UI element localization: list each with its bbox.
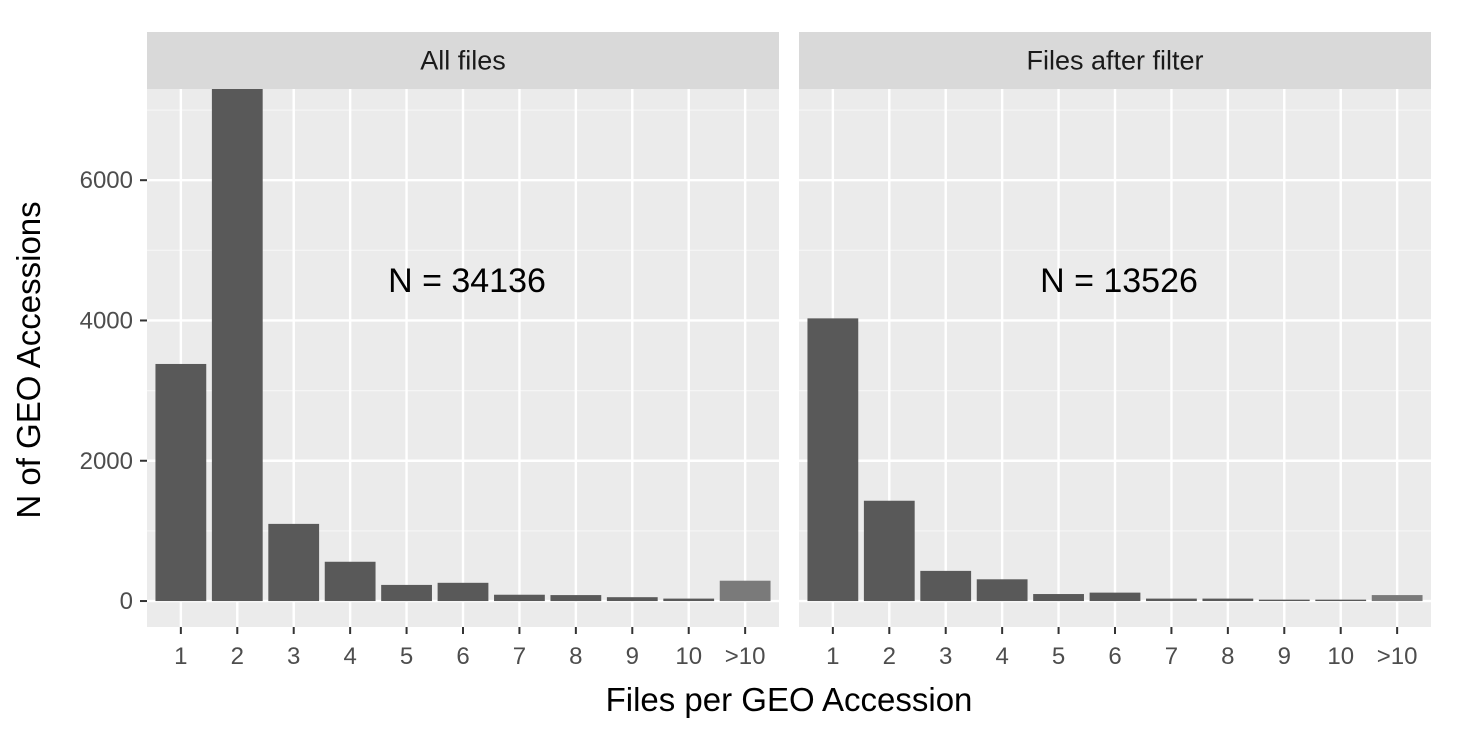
annotations: N = 34136 N = 13526 — [388, 262, 1198, 300]
bar-1-2 — [211, 77, 263, 602]
y-tick-label-2: 2000 — [80, 448, 133, 475]
x-tick-label-2-10: 10 — [1327, 643, 1354, 670]
y-tick-label-3: 4000 — [80, 307, 133, 334]
axes: 1 2 3 4 5 6 7 8 9 10 >10 1 2 3 4 5 6 7 8 9 10 >10 0 2000 4000 600… — [80, 167, 1418, 670]
annotation-n-1: N = 34136 — [388, 262, 546, 300]
bar-1-11 — [719, 580, 771, 602]
bar-2-2 — [863, 500, 915, 602]
x-tick-label-1-1: 1 — [174, 643, 187, 670]
annotation-n-2: N = 13526 — [1040, 262, 1198, 300]
y-tick-label-4: 6000 — [80, 167, 133, 194]
bar-1-10 — [663, 598, 715, 602]
x-tick-label-1-6: 6 — [456, 643, 469, 670]
bar-2-7 — [1146, 598, 1197, 602]
x-tick-label-2-4: 4 — [995, 643, 1008, 670]
facet-strip-label-2: Files after filter — [1026, 46, 1203, 76]
facet-strip-2 — [799, 32, 1431, 89]
bar-2-1 — [807, 318, 859, 602]
bar-1-9 — [606, 597, 658, 602]
facet-strip-1 — [147, 32, 779, 89]
bar-2-10 — [1315, 599, 1367, 602]
bar-1-5 — [381, 584, 432, 602]
bar-1-8 — [550, 595, 602, 602]
x-tick-label-1-9: 9 — [626, 643, 639, 670]
x-tick-label-1-7: 7 — [513, 643, 526, 670]
y-tick-label-1: 0 — [120, 588, 133, 615]
x-tick-label-2-7: 7 — [1165, 643, 1178, 670]
x-tick-label-1-3: 3 — [287, 643, 300, 670]
panel-backgrounds — [147, 89, 1431, 627]
x-tick-label-1-10: 10 — [675, 643, 702, 670]
x-tick-label-2-11: >10 — [1377, 643, 1418, 670]
x-tick-label-2-6: 6 — [1108, 643, 1121, 670]
x-tick-label-2-5: 5 — [1052, 643, 1065, 670]
bar-1-1 — [155, 363, 207, 602]
bar-2-4 — [976, 579, 1028, 602]
bar-2-9 — [1258, 599, 1310, 602]
x-tick-label-1-5: 5 — [400, 643, 413, 670]
y-axis-title: N of GEO Accessions — [10, 201, 47, 518]
x-tick-label-2-2: 2 — [883, 643, 896, 670]
x-tick-label-2-8: 8 — [1221, 643, 1234, 670]
x-tick-label-1-11: >10 — [725, 643, 766, 670]
bar-2-11 — [1371, 595, 1423, 602]
bar-1-6 — [437, 582, 489, 602]
x-tick-label-1-8: 8 — [569, 643, 582, 670]
facet-strip-label-1: All files — [420, 46, 506, 76]
x-tick-label-2-9: 9 — [1278, 643, 1291, 670]
x-tick-label-2-1: 1 — [826, 643, 839, 670]
bars — [155, 77, 1423, 602]
x-tick-label-1-2: 2 — [231, 643, 244, 670]
x-axis-title: Files per GEO Accession — [606, 681, 973, 718]
x-tick-label-2-3: 3 — [939, 643, 952, 670]
bar-1-3 — [268, 523, 320, 602]
bar-2-5 — [1033, 594, 1084, 602]
bar-2-8 — [1202, 598, 1254, 602]
bar-2-3 — [920, 570, 972, 602]
bar-2-6 — [1089, 592, 1141, 602]
bar-1-7 — [494, 594, 545, 602]
facet-strips: All files Files after filter — [147, 32, 1431, 89]
x-tick-label-1-4: 4 — [343, 643, 356, 670]
bar-1-4 — [324, 561, 376, 602]
